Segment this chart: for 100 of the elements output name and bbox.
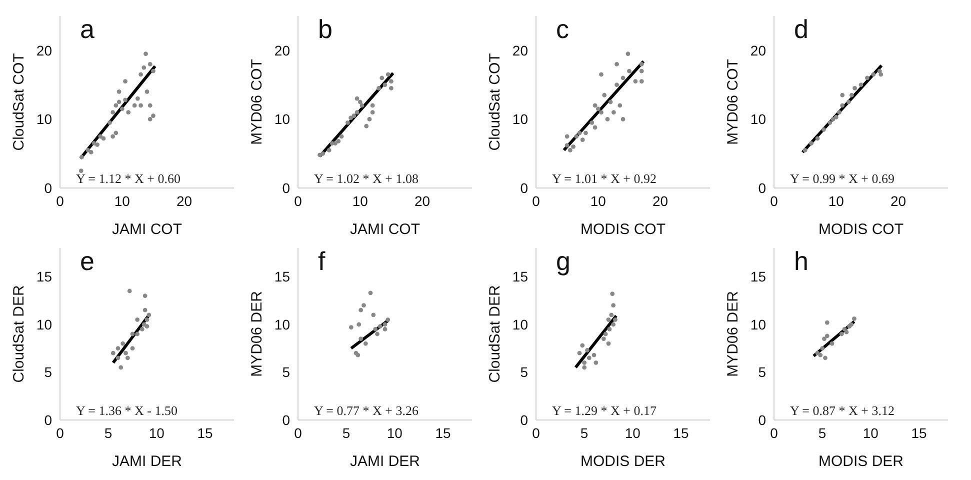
point	[611, 303, 616, 308]
point	[614, 62, 619, 66]
point	[614, 82, 619, 87]
point	[582, 365, 587, 370]
point	[852, 316, 856, 321]
point	[95, 142, 100, 147]
annotation: Y = 0.77 * X + 3.26	[314, 403, 418, 419]
x-axis-title: MODIS DER	[818, 453, 904, 470]
point	[849, 92, 854, 98]
point	[858, 82, 864, 87]
point	[571, 144, 576, 149]
point	[608, 100, 613, 104]
point	[389, 86, 394, 90]
point	[130, 346, 135, 351]
x-axis-title: MODIS DER	[580, 453, 666, 470]
point	[354, 96, 360, 101]
point	[144, 324, 150, 329]
y-tick-label: 0	[758, 180, 766, 196]
point	[148, 103, 152, 108]
point	[577, 130, 582, 136]
point	[877, 68, 882, 74]
point	[336, 139, 341, 144]
point	[382, 327, 388, 332]
x-tick-label: 10	[624, 424, 641, 441]
point	[116, 89, 122, 94]
point	[140, 327, 144, 332]
point	[151, 68, 156, 74]
point	[586, 356, 592, 360]
point	[116, 100, 122, 104]
x-tick-label: 0	[294, 192, 302, 209]
point	[574, 134, 579, 139]
y-tick-label: 5	[758, 364, 766, 380]
y-tick-label: 15	[750, 268, 766, 285]
x-tick-label: 15	[435, 424, 451, 441]
point	[371, 312, 376, 318]
point	[577, 350, 582, 356]
point	[564, 143, 570, 148]
y-axis-title: MYD06 COT	[724, 59, 742, 145]
point	[108, 120, 112, 125]
y-tick-label: 10	[512, 316, 528, 332]
x-tick-label: 10	[862, 424, 879, 441]
x-tick-label: 15	[673, 424, 689, 441]
point	[358, 308, 364, 312]
point	[358, 336, 364, 341]
x-tick-label: 10	[828, 192, 844, 209]
point	[618, 103, 622, 108]
point	[127, 288, 132, 294]
y-tick-label: 20	[750, 42, 766, 58]
point	[830, 341, 834, 346]
chart-title: e	[80, 246, 94, 277]
point	[144, 89, 150, 94]
point	[834, 114, 838, 120]
point	[124, 350, 128, 356]
point	[837, 110, 842, 115]
point	[580, 138, 585, 142]
point	[151, 114, 156, 118]
x-tick-label: 5	[818, 424, 826, 441]
point	[142, 65, 146, 70]
y-tick-label: 20	[274, 42, 290, 58]
point	[639, 79, 644, 84]
point	[607, 327, 612, 332]
chart-title: c	[556, 14, 569, 45]
point	[138, 103, 143, 108]
y-tick-label: 0	[282, 180, 290, 196]
point	[148, 117, 152, 122]
y-tick-label: 0	[44, 412, 52, 428]
x-tick-label: 0	[770, 424, 778, 441]
point	[592, 352, 596, 358]
point	[564, 134, 570, 139]
point	[333, 141, 338, 146]
x-axis-title: MODIS COT	[580, 221, 666, 238]
point	[605, 117, 610, 122]
x-tick-label: 0	[770, 192, 778, 209]
point	[633, 79, 638, 84]
point	[822, 336, 826, 341]
point	[352, 114, 356, 118]
point	[599, 72, 604, 77]
point	[114, 103, 118, 108]
point	[815, 136, 820, 141]
chart-title: f	[318, 246, 326, 277]
point	[585, 348, 590, 352]
point	[606, 317, 611, 322]
point	[348, 325, 354, 330]
point	[839, 332, 844, 336]
point	[348, 116, 354, 120]
x-tick-label: 0	[532, 424, 540, 441]
point	[830, 117, 836, 122]
y-tick-label: 15	[512, 268, 528, 285]
x-tick-label: 15	[911, 424, 927, 441]
point	[360, 103, 364, 108]
point	[110, 134, 116, 139]
x-axis-title: JAMI DER	[350, 453, 420, 470]
point	[592, 125, 598, 130]
point	[78, 168, 84, 173]
point	[370, 103, 375, 108]
x-tick-label: 20	[176, 192, 192, 209]
point	[378, 324, 382, 329]
x-tick-label: 5	[104, 424, 112, 441]
point	[568, 148, 572, 152]
x-tick-label: 10	[114, 192, 130, 209]
